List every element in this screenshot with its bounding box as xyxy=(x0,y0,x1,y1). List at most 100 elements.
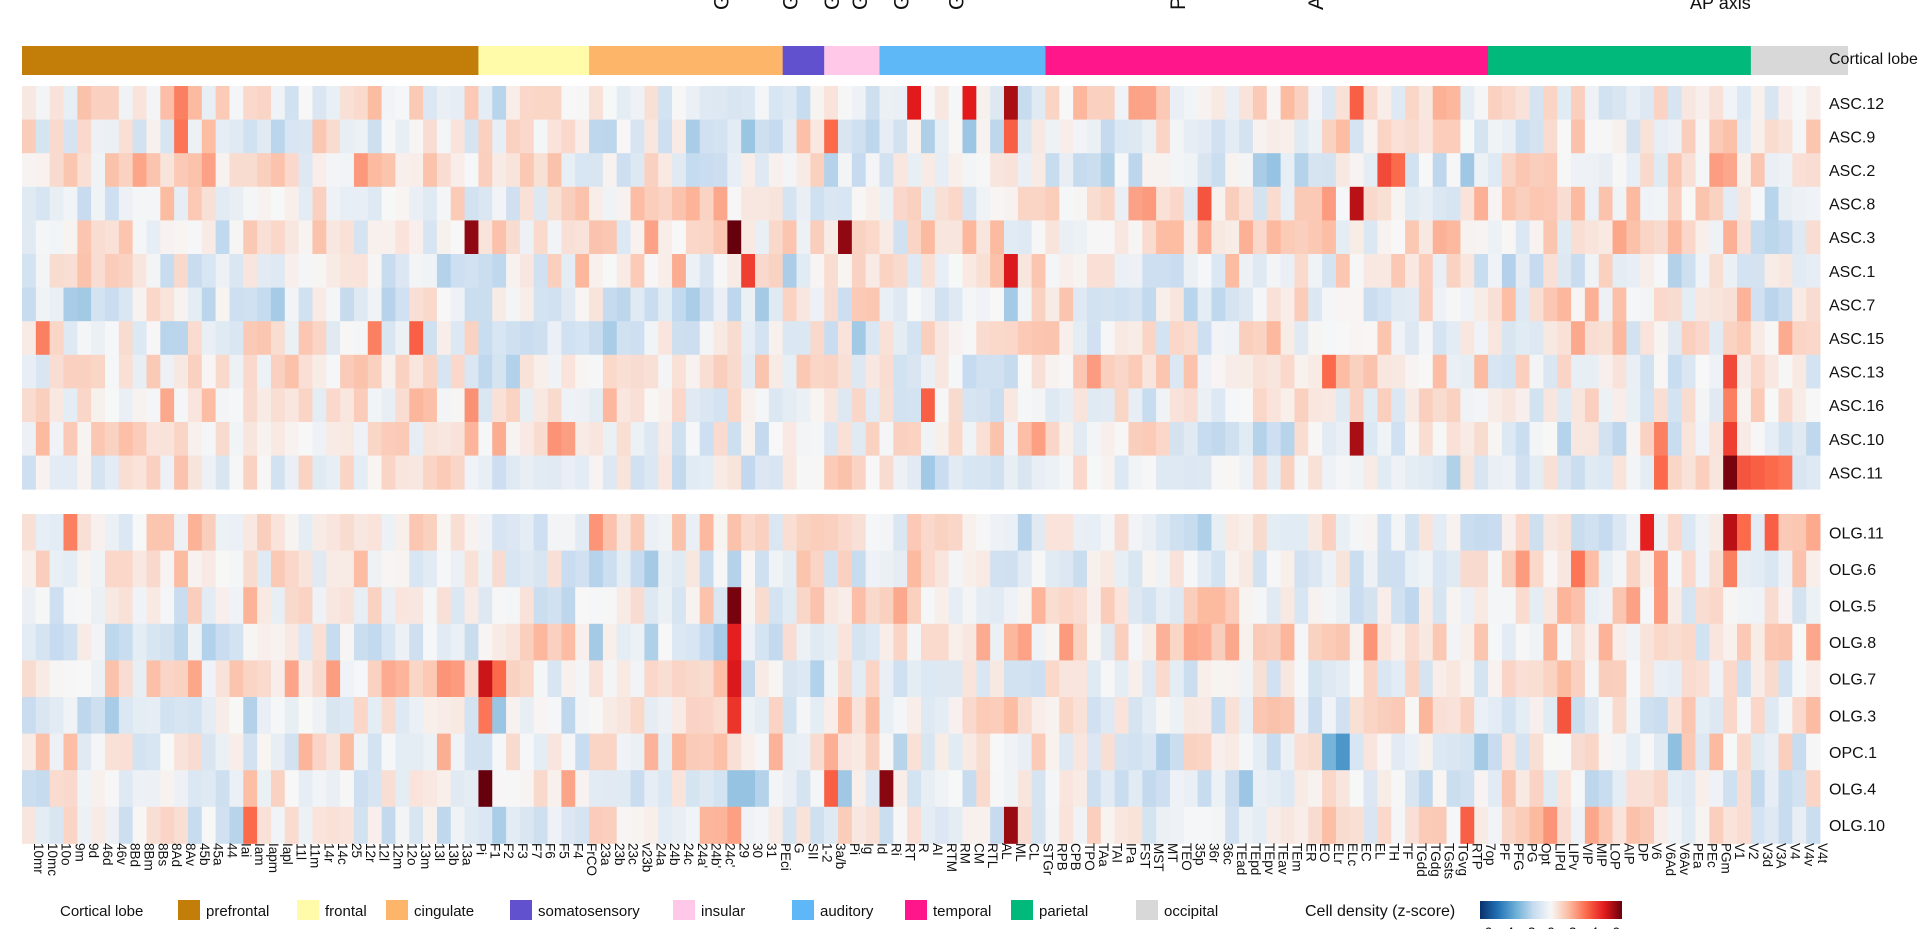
heat-cell xyxy=(1100,287,1116,322)
heat-cell xyxy=(948,86,963,121)
heat-cell xyxy=(1612,455,1627,490)
heat-cell xyxy=(699,455,714,490)
heat-cell xyxy=(1723,660,1738,698)
heat-cell xyxy=(1529,455,1544,490)
heat-cell xyxy=(1183,587,1199,625)
heat-cell xyxy=(312,254,327,289)
heat-cell xyxy=(229,153,244,188)
heat-cell xyxy=(409,770,424,808)
heat-cell xyxy=(1211,660,1226,698)
heat-cell xyxy=(284,514,300,552)
heat-cell xyxy=(1391,733,1406,771)
heat-cell xyxy=(1667,733,1683,771)
column-label: F5 xyxy=(556,843,571,859)
heat-cell xyxy=(533,733,549,771)
heat-cell xyxy=(907,660,922,698)
heat-cell xyxy=(243,550,258,588)
heat-cell xyxy=(962,455,977,490)
heat-cell xyxy=(1778,514,1793,552)
heat-cell xyxy=(1280,220,1295,255)
heat-cell xyxy=(1377,186,1392,221)
row-label: OLG.8 xyxy=(1829,635,1876,652)
heat-cell xyxy=(672,388,687,423)
heat-cell xyxy=(1322,587,1337,625)
heat-cell xyxy=(630,422,645,457)
heat-cell xyxy=(118,455,134,490)
heat-cell xyxy=(1764,119,1779,154)
heat-cell xyxy=(1197,455,1212,490)
heat-cell xyxy=(312,550,327,588)
heat-cell xyxy=(395,806,410,844)
heat-cell xyxy=(1640,153,1655,188)
heat-cell xyxy=(77,770,92,808)
heat-cell xyxy=(49,587,64,625)
heat-cell xyxy=(934,287,950,322)
column-label: TAa xyxy=(1096,843,1111,867)
heat-cell xyxy=(782,119,797,154)
heat-cell xyxy=(1059,422,1074,457)
heat-cell xyxy=(1584,514,1600,552)
heat-cell xyxy=(201,514,217,552)
heat-cell xyxy=(1142,660,1157,698)
heat-cell xyxy=(1432,354,1448,389)
heat-cell xyxy=(1266,354,1282,389)
heat-cell xyxy=(782,770,797,808)
heat-cell xyxy=(22,153,37,188)
heat-cell xyxy=(1737,514,1752,552)
heat-cell xyxy=(907,287,922,322)
heat-cell xyxy=(1806,86,1821,121)
lobe-legend: Cortical lobe prefrontal frontal cingulate… xyxy=(60,900,1218,920)
heat-cell xyxy=(1377,254,1392,289)
heat-cell xyxy=(298,422,313,457)
heat-cell xyxy=(810,422,825,457)
heat-cell xyxy=(1128,388,1143,423)
heat-cell xyxy=(1252,623,1268,661)
heat-cell xyxy=(104,660,120,698)
heat-cell xyxy=(132,86,147,121)
heat-cell xyxy=(1280,550,1295,588)
heat-cell xyxy=(1543,86,1558,121)
heat-cell xyxy=(35,623,51,661)
heat-cell xyxy=(879,770,894,808)
heat-cell xyxy=(1446,388,1461,423)
heat-cell xyxy=(575,806,590,844)
heat-cell xyxy=(921,455,936,490)
heat-cell xyxy=(1266,550,1282,588)
heat-cell xyxy=(934,660,950,698)
heat-cell xyxy=(1584,697,1600,735)
top-rotated-labels: GGGGGGPADAP axis xyxy=(710,0,1750,13)
heat-cell xyxy=(298,388,313,423)
heat-cell xyxy=(160,254,175,289)
heat-cell xyxy=(1418,86,1434,121)
heat-cell xyxy=(1363,455,1378,490)
heat-cell xyxy=(893,354,908,389)
heat-cell xyxy=(146,455,161,490)
heat-cell xyxy=(312,287,327,322)
heat-cell xyxy=(22,550,37,588)
heat-cell xyxy=(1709,153,1724,188)
heat-cell xyxy=(1778,733,1793,771)
heat-cell xyxy=(1031,354,1046,389)
heat-cell xyxy=(284,550,300,588)
heat-cell xyxy=(782,153,797,188)
heat-cell xyxy=(1391,287,1406,322)
heat-cell xyxy=(782,86,797,121)
heat-cell xyxy=(602,153,618,188)
heat-cell xyxy=(1266,770,1282,808)
heat-cell xyxy=(1128,550,1143,588)
heat-cell xyxy=(1709,220,1724,255)
column-label: 8Ad xyxy=(169,843,184,867)
heat-cell xyxy=(1543,321,1558,356)
heat-cell xyxy=(1114,455,1129,490)
heat-cell xyxy=(948,287,963,322)
heat-cell xyxy=(91,422,106,457)
column-label: STGr xyxy=(1041,843,1056,876)
heat-cell xyxy=(1156,220,1171,255)
heat-cell xyxy=(1252,186,1268,221)
heat-cell xyxy=(1681,153,1696,188)
heat-cell xyxy=(423,354,438,389)
heat-cell xyxy=(1100,514,1116,552)
heat-cell xyxy=(602,623,618,661)
heat-cell xyxy=(77,733,92,771)
legend-label-prefrontal: prefrontal xyxy=(206,903,269,920)
